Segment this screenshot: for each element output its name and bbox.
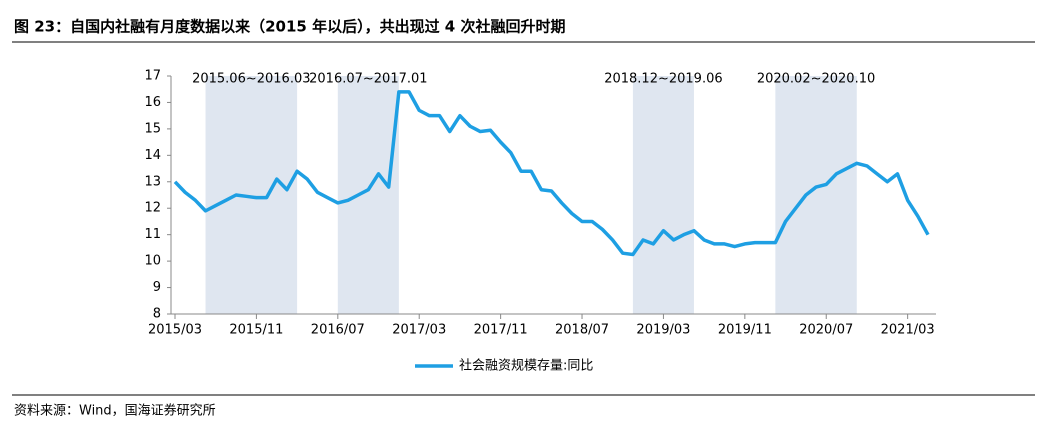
y-tick-label: 14 bbox=[144, 148, 161, 163]
period-label: 2015.06~2016.03 bbox=[192, 72, 310, 87]
y-tick-label: 15 bbox=[144, 121, 161, 136]
x-tick-label: 2018/07 bbox=[555, 323, 609, 338]
x-tick-label: 2020/07 bbox=[799, 323, 853, 338]
period-label: 2020.02~2020.10 bbox=[757, 72, 875, 87]
x-tick-label: 2017/03 bbox=[392, 323, 446, 338]
x-tick-label: 2015/03 bbox=[148, 323, 202, 338]
x-tick-label: 2021/03 bbox=[881, 323, 935, 338]
highlight-period bbox=[775, 76, 857, 314]
legend-label: 社会融资规模存量:同比 bbox=[459, 358, 593, 374]
y-tick-label: 9 bbox=[153, 280, 161, 295]
y-tick-label: 8 bbox=[153, 307, 161, 322]
y-tick-label: 17 bbox=[144, 69, 161, 84]
series-line bbox=[173, 90, 930, 257]
y-tick-label: 13 bbox=[144, 174, 161, 189]
highlight-period bbox=[205, 76, 298, 314]
highlight-period bbox=[337, 76, 399, 314]
period-label: 2016.07~2017.01 bbox=[309, 72, 427, 87]
x-tick-label: 2016/07 bbox=[311, 323, 365, 338]
figure-title: 图 23：自国内社融有月度数据以来（2015 年以后），共出现过 4 次社融回升… bbox=[14, 18, 565, 36]
y-tick-label: 10 bbox=[144, 254, 161, 269]
y-tick-label: 16 bbox=[144, 95, 161, 110]
highlight-period bbox=[632, 76, 694, 314]
x-tick-label: 2019/03 bbox=[636, 323, 690, 338]
y-tick-label: 12 bbox=[144, 201, 161, 216]
y-tick-label: 11 bbox=[144, 227, 161, 242]
source: 资料来源：Wind，国海证券研究所 bbox=[14, 403, 216, 419]
x-tick-label: 2019/11 bbox=[718, 323, 772, 338]
x-tick-label: 2017/11 bbox=[474, 323, 528, 338]
x-tick-label: 2015/11 bbox=[229, 323, 283, 338]
period-label: 2018.12~2019.06 bbox=[604, 72, 722, 87]
